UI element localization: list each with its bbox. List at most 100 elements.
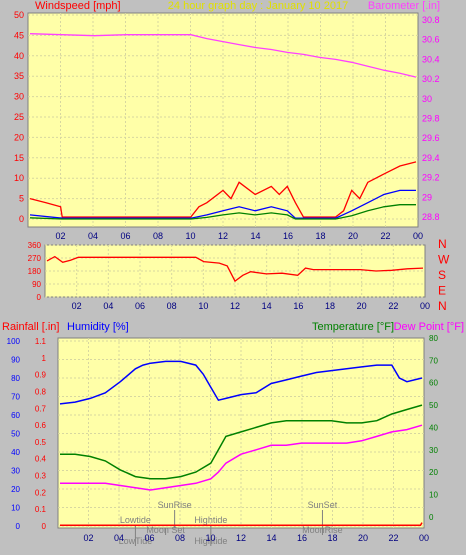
rainfall-tick-label: 0.8	[35, 387, 47, 396]
barometer-tick-label: 30	[422, 94, 432, 104]
x-tick-label: 08	[153, 231, 163, 241]
x-tick-label: 14	[262, 301, 272, 311]
x-tick-label: 18	[315, 231, 325, 241]
windspeed-tick-label: 35	[14, 71, 24, 81]
barometer-tick-label: 28.8	[422, 212, 440, 222]
event-label: SunSet	[308, 500, 338, 510]
rainfall-tick-label: 0.5	[35, 438, 47, 447]
humidity-tick-label: 10	[11, 504, 20, 513]
temperature-tick-label: 50	[429, 401, 438, 410]
windspeed-tick-label: 40	[14, 51, 24, 61]
rainfall-tick-label: 0.3	[35, 472, 47, 481]
windspeed-tick-label: 50	[14, 10, 24, 20]
temperature-ticks: 010203040506070809010000.10.20.30.40.50.…	[7, 334, 439, 543]
x-tick-label: 20	[348, 231, 358, 241]
temperature-tick-label: 40	[429, 423, 438, 432]
event-label: SunRise	[158, 500, 192, 510]
barometer-tick-label: 30.8	[422, 15, 440, 25]
x-tick-label: 08	[167, 301, 177, 311]
x-tick-label: 22	[380, 231, 390, 241]
temperature-line	[60, 404, 423, 480]
humidity-tick-label: 60	[11, 411, 20, 420]
humidity-tick-label: 20	[11, 485, 20, 494]
humidity-axis-label: Humidity [%]	[67, 321, 129, 333]
temperature-series	[59, 360, 423, 526]
temperature-tick-label: 10	[429, 490, 438, 499]
wind-average-line	[29, 189, 416, 219]
barometer-tick-label: 29	[422, 192, 432, 202]
rainfall-tick-label: 0.4	[35, 455, 47, 464]
barometer-tick-label: 30.2	[422, 74, 440, 84]
windspeed-tick-label: 10	[14, 173, 24, 183]
event-label: MoonRise	[302, 525, 343, 535]
direction-grid	[45, 244, 425, 298]
humidity-tick-label: 50	[11, 430, 20, 439]
x-tick-label: 00	[420, 301, 430, 311]
x-tick-label: 06	[120, 231, 130, 241]
dewpoint-axis-label: Dew Point [°F]	[394, 321, 464, 333]
x-tick-label: 14	[250, 231, 260, 241]
windspeed-tick-label: 20	[14, 132, 24, 142]
rainfall-tick-label: 1	[42, 354, 47, 363]
temperature-grid	[58, 338, 424, 528]
barometer-tick-label: 29.2	[422, 173, 440, 183]
temperature-tick-label: 80	[429, 334, 438, 343]
windspeed-tick-label: 5	[19, 194, 24, 204]
direction-tick-label: 90	[32, 280, 41, 289]
barometer-axis-label: Barometer [.in]	[368, 0, 440, 12]
x-tick-label: 16	[293, 301, 303, 311]
wind-gust-line	[29, 161, 417, 218]
x-tick-label: 06	[144, 533, 154, 543]
barometer-tick-label: 30.4	[422, 54, 440, 64]
direction-tick-label: 270	[28, 254, 42, 263]
dewpoint-line	[60, 424, 423, 491]
x-tick-label: 16	[283, 231, 293, 241]
wind-series	[29, 33, 417, 220]
x-tick-label: 06	[135, 301, 145, 311]
rainfall-tick-label: 0.6	[35, 421, 47, 430]
rainfall-tick-label: 0.1	[35, 505, 47, 514]
barometer-tick-label: 29.6	[422, 133, 440, 143]
windspeed-tick-label: 25	[14, 112, 24, 122]
x-tick-label: 22	[388, 301, 398, 311]
barometer-tick-label: 30.6	[422, 35, 440, 45]
x-tick-label: 16	[297, 533, 307, 543]
x-tick-label: 04	[103, 301, 113, 311]
x-tick-label: 20	[358, 533, 368, 543]
temperature-tick-label: 0	[429, 513, 434, 522]
x-tick-label: 10	[198, 301, 208, 311]
rainfall-tick-label: 0.7	[35, 404, 47, 413]
x-tick-label: 04	[114, 533, 124, 543]
x-tick-label: 18	[325, 301, 335, 311]
temperature-tick-label: 60	[429, 379, 438, 388]
direction-tick-label: 360	[28, 241, 42, 250]
wind-ticks: 0 5 10 15 20 25 30 35 40 45 50 28.8 29 29.2 29.4 29.6 29…	[14, 10, 440, 241]
temperature-tick-label: 30	[429, 446, 438, 455]
windspeed-tick-label: 45	[14, 30, 24, 40]
compass-label: N	[438, 237, 447, 251]
event-label: Moon Set	[146, 525, 185, 535]
x-tick-label: 04	[88, 231, 98, 241]
humidity-tick-label: 70	[11, 393, 20, 402]
temperature-tick-label: 20	[429, 468, 438, 477]
humidity-tick-label: 40	[11, 448, 20, 457]
x-tick-label: 22	[388, 533, 398, 543]
x-tick-label: 00	[413, 231, 423, 241]
event-label: Lowtide	[120, 515, 151, 525]
barometer-tick-label: 29.4	[422, 153, 440, 163]
rainfall-axis-label: Rainfall [.in]	[2, 321, 59, 333]
x-tick-label: 10	[185, 231, 195, 241]
event-label: Hightide	[194, 515, 227, 525]
humidity-line	[59, 360, 423, 405]
direction-series	[46, 255, 424, 283]
x-tick-label: 10	[205, 533, 215, 543]
compass-label: E	[438, 284, 446, 298]
x-tick-label: 12	[218, 231, 228, 241]
humidity-tick-label: 80	[11, 374, 20, 383]
temperature-tick-label: 70	[429, 356, 438, 365]
